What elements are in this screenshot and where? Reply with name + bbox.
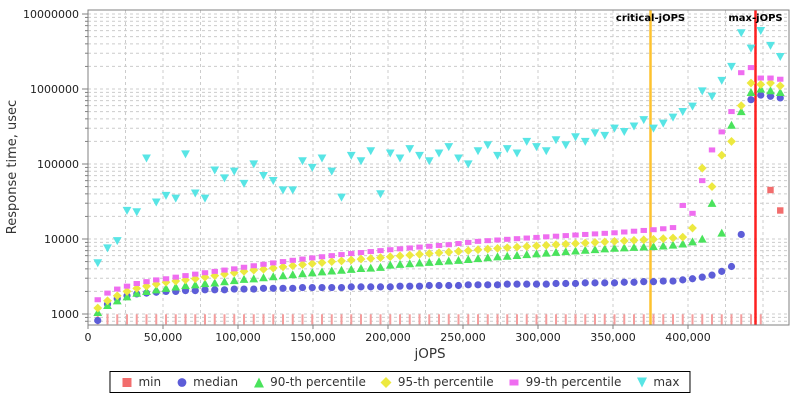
grid-layer: [88, 10, 789, 325]
legend-label: 95-th percentile: [397, 375, 494, 389]
y-tick-label: 1000000: [30, 83, 79, 96]
legend-item-95-th-percentile: 95-th percentile: [380, 375, 494, 389]
series-max: [93, 27, 785, 268]
x-tick-label: 50,000: [144, 331, 183, 344]
series-90-th-percentile: [93, 84, 785, 317]
y-tick-label: 10000000: [23, 8, 79, 21]
triangle-up-marker-icon: [253, 377, 264, 387]
x-tick-label: 400,000: [665, 331, 711, 344]
chart-legend: min median 90-th percentile 95-th percentil…: [109, 371, 691, 393]
x-tick-label: 100,000: [215, 331, 261, 344]
legend-label: 90-th percentile: [270, 375, 366, 389]
series-min: [96, 186, 784, 325]
triangle-down-marker-icon: [636, 377, 647, 387]
legend-item-median: median: [175, 375, 238, 389]
legend-label: median: [193, 375, 239, 389]
legend-item-90-th-percentile: 90-th percentile: [252, 375, 366, 389]
circle-marker-icon: [177, 377, 187, 387]
legend-label: 99-th percentile: [525, 375, 622, 389]
y-tick-label: 1000: [51, 308, 79, 321]
y-tick-label: 100000: [37, 158, 79, 171]
x-axis-title: jOPS: [413, 346, 445, 362]
x-tick-label: 0: [85, 331, 92, 344]
rect-marker-icon: [509, 379, 519, 385]
legend-label: max: [653, 375, 680, 389]
x-tick-label: 150,000: [290, 331, 336, 344]
x-tick-label: 350,000: [590, 331, 636, 344]
legend-item-max: max: [635, 375, 680, 389]
plot-border: [87, 9, 790, 326]
series-95-th-percentile: [93, 78, 785, 313]
vline-layer: [649, 10, 757, 325]
x-tick-label: 250,000: [440, 331, 486, 344]
y-axis-title: Response time, usec: [5, 100, 20, 234]
max-jops-label: max-jOPS: [728, 13, 782, 24]
legend-label: min: [138, 375, 162, 389]
x-tick-label: 200,000: [365, 331, 411, 344]
series-99-th-percentile: [94, 65, 784, 303]
legend-item-min: min: [120, 375, 161, 389]
legend-item-99-th-percentile: 99-th percentile: [508, 375, 622, 389]
square-marker-icon: [122, 377, 132, 387]
diamond-marker-icon: [380, 376, 392, 388]
x-tick-label: 300,000: [515, 331, 561, 344]
data-points-layer: [93, 27, 785, 325]
y-tick-label: 10000: [44, 233, 79, 246]
critical-jops-label: critical-jOPS: [616, 13, 685, 24]
tick-layer: 1000 10000 100000 1000000 10000000 0 50,000 100…: [23, 8, 711, 344]
